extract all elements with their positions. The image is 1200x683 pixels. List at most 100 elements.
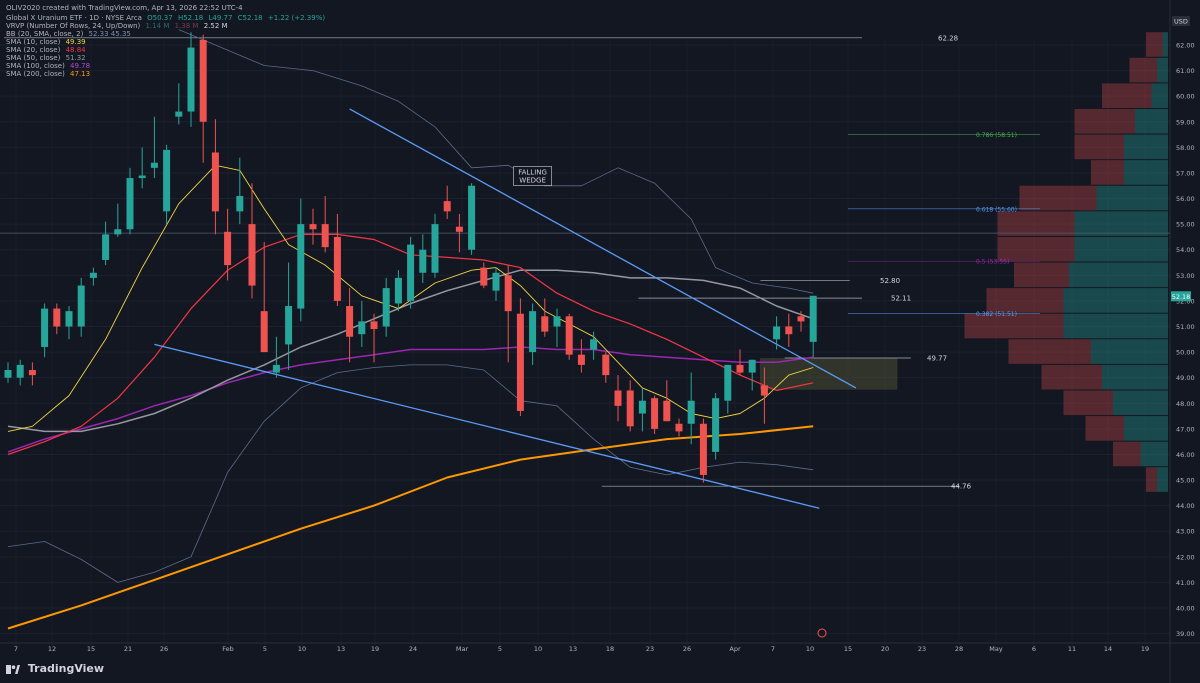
candle-body — [358, 321, 366, 335]
x-tick-label: 7 — [14, 645, 18, 653]
volume-profile-down-bar — [1091, 160, 1124, 185]
y-tick-label: 62.00 — [1176, 42, 1195, 50]
volume-profile-down-bar — [1074, 108, 1135, 134]
candle-body — [809, 295, 817, 342]
vrvp-down-volume: 1.38 M — [174, 22, 199, 30]
level-label: 62.28 — [938, 34, 958, 42]
level-label: 52.80 — [880, 277, 900, 285]
candle-body — [797, 316, 805, 322]
x-tick-label: 13 — [569, 645, 577, 653]
y-tick-label: 50.00 — [1176, 349, 1195, 357]
currency-badge — [1172, 16, 1190, 26]
x-tick-label: 18 — [606, 645, 614, 653]
sma100-line — [7, 346, 814, 453]
volume-profile-up-bar — [1113, 390, 1168, 416]
x-tick-label: 26 — [683, 645, 691, 653]
candle-body — [516, 313, 524, 411]
sma100-value: 49.78 — [70, 62, 91, 70]
volume-profile-down-bar — [1019, 185, 1097, 211]
x-tick-label: 24 — [409, 645, 417, 653]
last-price-tag — [1171, 291, 1191, 302]
fib-level-label: 0.382 (51.51) — [976, 311, 1017, 318]
volume-profile-down-bar — [997, 236, 1075, 262]
candle-body — [577, 354, 585, 365]
falling-wedge-label: FALLING — [518, 169, 547, 177]
volume-profile-up-bar — [1157, 467, 1168, 492]
candle-body — [651, 398, 659, 429]
sma10-label: SMA (10, close) — [6, 38, 61, 46]
volume-profile-up-bar — [1124, 134, 1168, 160]
x-tick-label: 23 — [646, 645, 654, 653]
candle-body — [285, 306, 293, 345]
x-tick-label: 20 — [881, 645, 889, 653]
candle-body — [492, 272, 500, 291]
indicator-sma200[interactable]: SMA (200, close) 47.13 — [6, 70, 93, 78]
indicator-sma20[interactable]: SMA (20, close) 48.84 — [6, 46, 89, 54]
indicator-sma50[interactable]: SMA (50, close) 51.32 — [6, 54, 89, 62]
volume-profile-down-bar — [1102, 83, 1152, 108]
symbol-legend[interactable]: Global X Uranium ETF · 1D · NYSE Arca O5… — [6, 14, 328, 22]
candle-body — [16, 364, 24, 378]
y-tick-label: 43.00 — [1176, 528, 1195, 536]
wedge-upper-trendline — [349, 108, 857, 389]
indicator-sma100[interactable]: SMA (100, close) 49.78 — [6, 62, 93, 70]
volume-profile-down-bar — [1129, 57, 1157, 83]
volume-profile-down-bar — [1008, 339, 1091, 364]
sma50-value: 51.32 — [65, 54, 86, 62]
volume-profile-up-bar — [1069, 262, 1168, 288]
candle-body — [175, 111, 183, 117]
currency-label: USD — [1174, 18, 1188, 26]
vrvp-up-volume: 1.14 M — [145, 22, 170, 30]
y-tick-label: 58.00 — [1176, 144, 1195, 152]
candle-body — [736, 364, 744, 373]
x-tick-label: Apr — [729, 645, 741, 653]
y-tick-label: 57.00 — [1176, 169, 1195, 177]
candle-body — [773, 326, 781, 340]
volume-profile-down-bar — [1063, 390, 1113, 416]
candle-body — [419, 249, 427, 273]
candle-body — [565, 316, 573, 355]
y-tick-label: 49.00 — [1176, 374, 1195, 382]
volume-profile-down-bar — [1014, 262, 1069, 288]
x-tick-label: 6 — [1032, 645, 1036, 653]
tradingview-logo[interactable]: TradingView — [6, 662, 104, 675]
sma200-label: SMA (200, close) — [6, 70, 65, 78]
x-tick-label: 28 — [955, 645, 963, 653]
candle-body — [309, 224, 317, 230]
volume-profile-up-bar — [1063, 288, 1168, 313]
ohlc-open: O50.37 — [147, 14, 173, 22]
candle-body — [638, 400, 646, 414]
candle-body — [224, 231, 232, 266]
volume-profile-down-bar — [1146, 32, 1163, 57]
indicator-vrvp[interactable]: VRVP (Number Of Rows, 24, Up/Down) 1.14 … — [6, 22, 231, 30]
last-price-label: 52.18 — [1172, 293, 1191, 301]
x-tick-label: 13 — [337, 645, 345, 653]
candle-body — [504, 275, 512, 312]
volume-profile-down-bar — [1113, 441, 1141, 467]
sma50-label: SMA (50, close) — [6, 54, 61, 62]
bb-values: 52.33 45.35 — [88, 30, 131, 38]
candle-body — [590, 339, 598, 350]
y-tick-label: 41.00 — [1176, 579, 1195, 587]
ohlc-high: H52.18 — [177, 14, 204, 22]
volume-profile-up-bar — [1124, 416, 1168, 441]
tradingview-brand: TradingView — [27, 662, 105, 675]
y-tick-label: 54.00 — [1176, 246, 1195, 254]
x-tick-label: May — [989, 645, 1003, 653]
sma10-value: 49.39 — [65, 38, 86, 46]
indicator-bb[interactable]: BB (20, SMA, close, 2) 52.33 45.35 — [6, 30, 134, 38]
y-tick-label: 59.00 — [1176, 118, 1195, 126]
candle-body — [89, 272, 97, 278]
indicator-sma10[interactable]: SMA (10, close) 49.39 — [6, 38, 89, 46]
candle-body — [297, 224, 305, 309]
x-tick-label: Mar — [456, 645, 469, 653]
candle-body — [333, 236, 341, 301]
candle-body — [248, 224, 256, 286]
candle-body — [382, 288, 390, 327]
y-tick-label: 44.00 — [1176, 502, 1195, 510]
y-tick-label: 48.00 — [1176, 400, 1195, 408]
x-tick-label: Feb — [222, 645, 234, 653]
x-tick-label: 26 — [160, 645, 168, 653]
candle-body — [748, 359, 756, 373]
